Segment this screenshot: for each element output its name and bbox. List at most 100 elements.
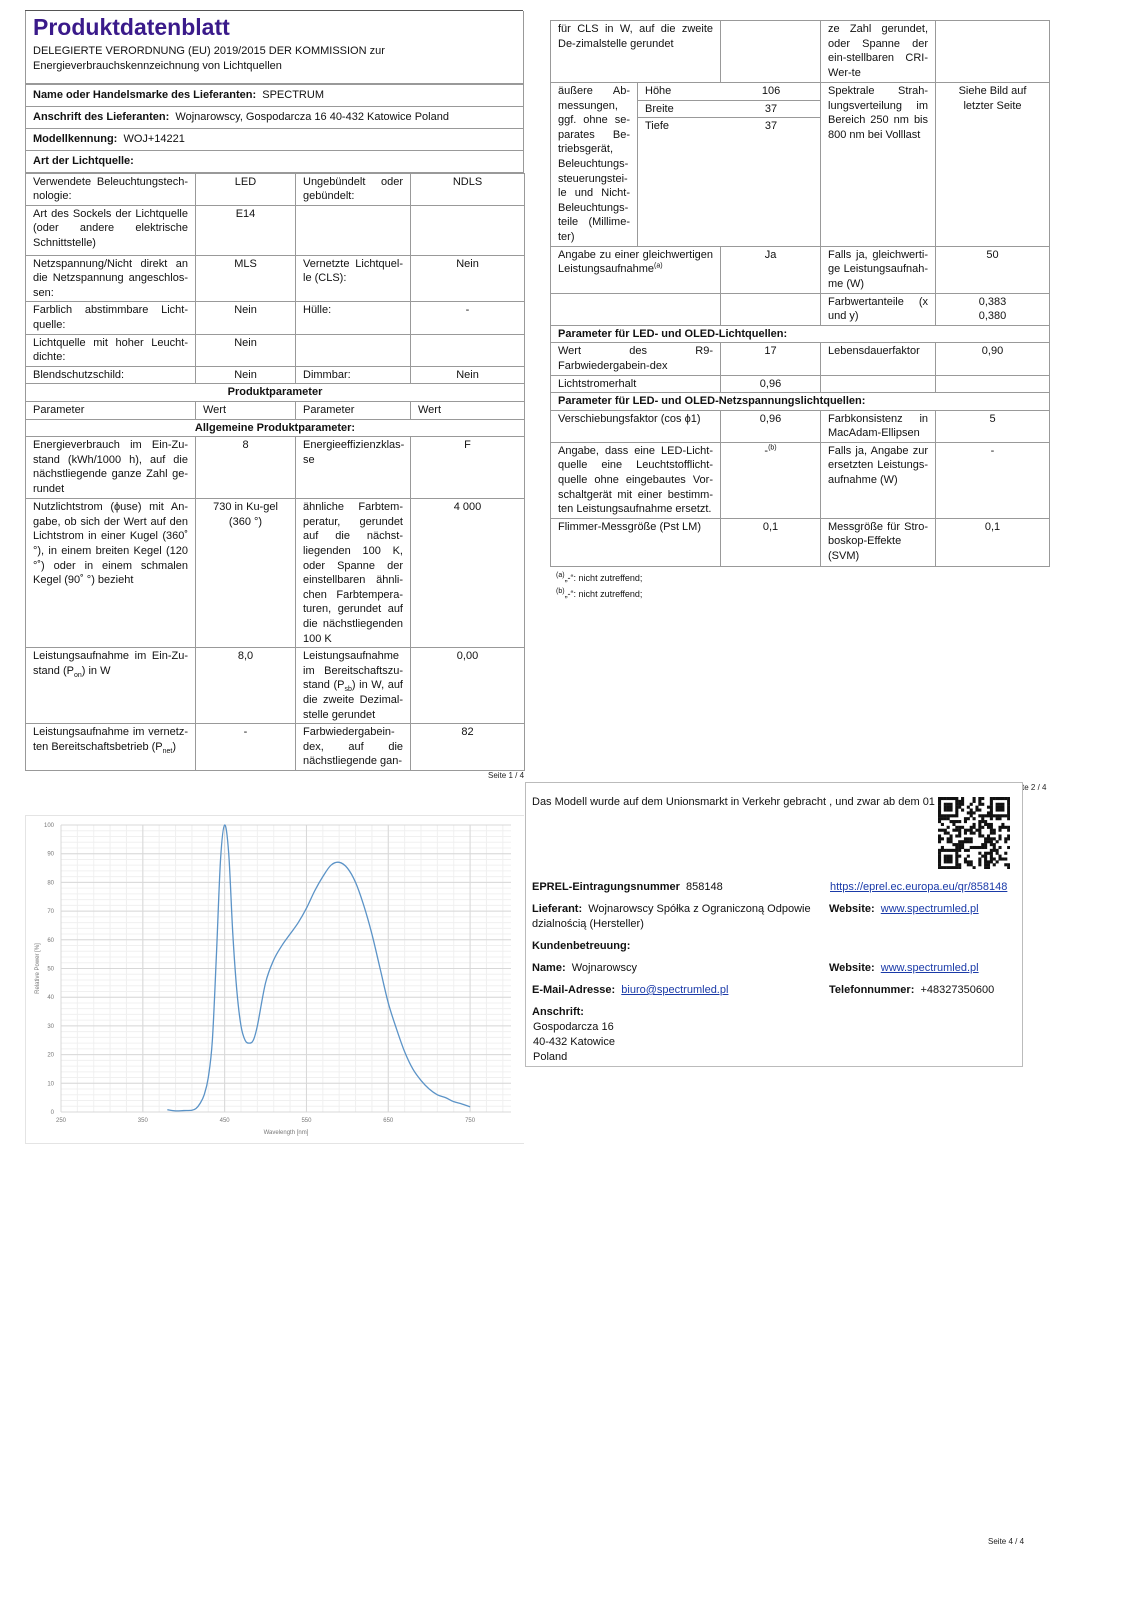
- parameter-value-cell: Nein: [410, 365, 525, 385]
- qr-module: [989, 811, 993, 815]
- qr-module: [943, 828, 947, 832]
- qr-module: [978, 845, 982, 850]
- parameter-value-cell: 4 000: [410, 498, 525, 649]
- column-header: Wert: [195, 401, 296, 420]
- website-link[interactable]: www.spectrumled.pl: [880, 903, 979, 915]
- table-row: Flimmer-Messgröße (Pst LM) 0,1 Messgröße f…: [549, 517, 1051, 567]
- table-row: Leistungsaufnahme im Ein-Zu-stand (Pon) …: [25, 647, 525, 725]
- qr-module: [966, 854, 970, 858]
- qr-module: [958, 866, 962, 869]
- email-link[interactable]: biuro@spectrumled.pl: [621, 984, 729, 996]
- qr-module: [940, 845, 944, 850]
- qr-module: [949, 857, 953, 861]
- qr-module: [958, 828, 962, 832]
- y-tick-label: 10: [47, 1081, 54, 1087]
- parameter-value-cell: 5: [935, 409, 1051, 443]
- parameter-name-cell: [820, 374, 937, 394]
- cell-text-part: net: [162, 747, 173, 755]
- qr-module: [995, 805, 999, 809]
- qr-module: [978, 797, 982, 801]
- qr-module: [995, 848, 999, 852]
- qr-module: [986, 863, 991, 867]
- qr-module: [1007, 845, 1010, 850]
- qr-module: [940, 817, 944, 821]
- qr-module: [1001, 814, 1005, 818]
- qr-module: [975, 808, 979, 812]
- page-1: Produktdatenblatt DELEGIERTE VERORDNUNG …: [25, 10, 525, 772]
- qr-module: [998, 825, 1002, 829]
- x-tick-label: 450: [220, 1118, 231, 1124]
- cell-text-part: on: [73, 671, 82, 679]
- qr-module: [998, 828, 1002, 832]
- qr-module: [986, 837, 991, 841]
- parameter-name-cell: Energieeffizienzklas-se: [295, 436, 411, 500]
- qr-module: [989, 814, 993, 818]
- qr-module: [963, 817, 967, 821]
- qr-module: [955, 797, 959, 801]
- qr-module: [938, 802, 942, 806]
- qr-module: [940, 837, 944, 841]
- qr-module: [938, 857, 942, 861]
- qr-module: [992, 814, 996, 818]
- qr-module: [966, 863, 970, 867]
- qr-module: [943, 808, 947, 812]
- dimension-name: Breite: [638, 100, 722, 119]
- parameter-value-cell: 0,1: [720, 517, 822, 567]
- y-tick-label: 30: [47, 1024, 54, 1030]
- qr-module: [966, 817, 970, 821]
- qr-module: [995, 808, 999, 812]
- y-tick-label: 20: [47, 1053, 54, 1059]
- qr-module: [995, 860, 999, 864]
- qr-module: [989, 851, 993, 855]
- address-line: Gospodarcza 16: [533, 1021, 614, 1033]
- parameter-value-cell: -: [935, 441, 1051, 519]
- info-label: Name oder Handelsmarke des Lieferanten:: [33, 88, 257, 101]
- qr-module: [961, 825, 965, 829]
- supplier-value: Wojnarowscy Spółka z Ograniczoną Odpowie…: [532, 903, 811, 930]
- qr-module: [943, 848, 947, 852]
- table-row: äußere Ab-messungen, ggf. ohne se-parate…: [550, 82, 1051, 247]
- cell-text-part: (b): [768, 444, 777, 452]
- product-parameter-table-continued: für CLS in W, auf die zweite De-zimalste…: [549, 20, 1051, 567]
- qr-module: [938, 817, 942, 821]
- name-value: Wojnarowscy: [571, 962, 637, 974]
- qr-module: [963, 837, 967, 841]
- qr-module: [978, 822, 982, 826]
- qr-module: [1004, 863, 1008, 867]
- qr-module: [961, 843, 965, 847]
- parameter-name-cell: Hülle:: [295, 301, 411, 335]
- qr-module: [986, 840, 991, 844]
- qr-module: [978, 808, 982, 812]
- qr-module: [943, 802, 947, 806]
- parameter-name-cell: Farbwiedergabein-dex, auf die nächstlieg…: [295, 723, 411, 772]
- qr-module: [1007, 802, 1010, 806]
- qr-module: [989, 808, 993, 812]
- qr-module: [955, 825, 959, 829]
- parameter-value-cell: 0,383 0,380: [935, 292, 1051, 326]
- parameter-name-cell: Falls ja, gleichwerti-ge Leistungsaufnah…: [820, 245, 937, 294]
- qr-module: [992, 837, 996, 841]
- parameter-value-cell: -(b): [720, 441, 822, 519]
- qr-module: [966, 848, 970, 852]
- qr-module: [972, 811, 976, 815]
- qr-module: [940, 822, 944, 826]
- table-row: Netzspannung/Nicht direkt an die Netzspa…: [25, 254, 525, 303]
- parameter-value-cell: [410, 204, 525, 256]
- qr-module: [949, 854, 953, 858]
- eprel-link[interactable]: https://eprel.ec.europa.eu/qr/858148: [830, 881, 1008, 893]
- qr-module: [943, 857, 947, 861]
- qr-module: [938, 848, 942, 852]
- phone-label: Telefonnummer:: [829, 984, 915, 996]
- qr-module: [955, 857, 959, 861]
- qr-module: [966, 805, 970, 809]
- qr-module: [1007, 811, 1010, 815]
- parameter-name-cell: Dimmbar:: [295, 365, 411, 385]
- website2-link[interactable]: www.spectrumled.pl: [880, 962, 979, 974]
- regulation-line-1: DELEGIERTE VERORDNUNG (EU) 2019/2015 DER…: [33, 45, 385, 57]
- page-number-1: Seite 1 / 4: [488, 771, 525, 780]
- cell-text-part: Leistungsaufnahme im vernetz-ten Bereits…: [33, 726, 188, 753]
- qr-module: [961, 802, 965, 806]
- qr-code-icon[interactable]: [938, 797, 1010, 869]
- qr-module: [1001, 802, 1005, 806]
- qr-module: [986, 814, 991, 818]
